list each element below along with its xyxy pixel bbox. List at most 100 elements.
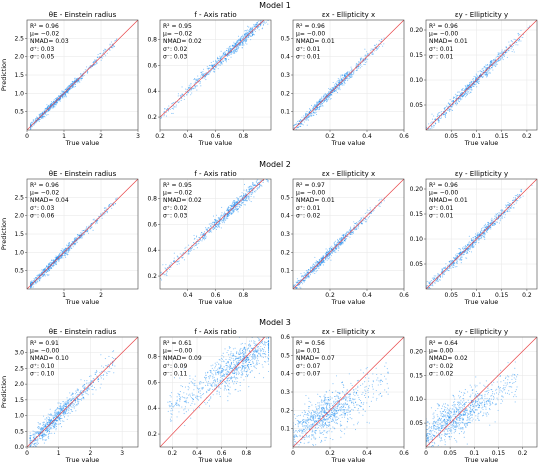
- data-point: [243, 44, 245, 46]
- data-point: [487, 72, 489, 74]
- data-point: [292, 133, 293, 134]
- data-point: [443, 113, 445, 115]
- data-point: [375, 48, 377, 50]
- data-point: [505, 46, 507, 48]
- data-point: [475, 83, 477, 85]
- data-point: [236, 199, 239, 201]
- data-point: [221, 57, 223, 59]
- data-point: [221, 63, 223, 65]
- x-tick-label: 0.4: [183, 292, 193, 299]
- data-point: [202, 75, 204, 77]
- data-point: [464, 85, 466, 87]
- data-point: [326, 257, 328, 260]
- data-point: [42, 116, 44, 118]
- data-point: [500, 59, 502, 61]
- data-point: [266, 177, 267, 178]
- data-point: [335, 82, 337, 84]
- data-point: [467, 89, 469, 91]
- data-point: [83, 74, 85, 77]
- data-point: [52, 101, 54, 103]
- data-point: [251, 191, 253, 194]
- data-point: [47, 263, 49, 265]
- data-point: [211, 64, 213, 66]
- data-point: [65, 96, 68, 98]
- data-point: [217, 217, 219, 219]
- data-point: [232, 201, 234, 203]
- data-point: [256, 27, 258, 30]
- data-point: [243, 199, 245, 201]
- data-point: [31, 286, 33, 288]
- data-point: [248, 26, 250, 28]
- data-point: [235, 208, 237, 210]
- data-point: [435, 118, 437, 120]
- data-point: [315, 271, 317, 273]
- y-tick-label: 0.10: [410, 77, 424, 84]
- data-point: [343, 84, 345, 86]
- data-point: [221, 214, 223, 217]
- data-point: [98, 218, 100, 220]
- data-point: [520, 29, 522, 32]
- y-axis-label: Prediction: [0, 59, 8, 91]
- data-point: [179, 253, 181, 255]
- data-point: [200, 233, 202, 235]
- identity-line: [160, 179, 265, 277]
- data-point: [489, 62, 491, 64]
- data-point: [431, 125, 433, 127]
- data-point: [69, 247, 71, 249]
- stat-line: R² = 0.95: [163, 182, 192, 189]
- data-point: [240, 42, 242, 44]
- data-point: [249, 186, 251, 188]
- stat-line: NMAD= 0.01: [429, 38, 468, 45]
- data-point: [296, 124, 298, 126]
- data-point: [80, 73, 82, 75]
- data-point: [238, 45, 240, 47]
- data-point: [219, 221, 221, 223]
- data-point: [69, 89, 71, 91]
- data-point: [469, 86, 472, 88]
- x-axis-label: True value: [464, 139, 499, 147]
- data-point: [268, 171, 269, 172]
- stat-line: μ= −0.02: [163, 190, 192, 197]
- data-point: [79, 238, 81, 240]
- data-point: [206, 68, 208, 70]
- data-point: [266, 176, 267, 177]
- data-point: [508, 41, 510, 43]
- data-point: [338, 82, 340, 84]
- data-point: [36, 282, 38, 284]
- data-point: [190, 84, 192, 86]
- data-point: [459, 94, 461, 96]
- data-point: [329, 93, 331, 95]
- data-point: [40, 113, 42, 115]
- data-point: [344, 81, 346, 83]
- data-point: [37, 117, 39, 119]
- data-point: [306, 277, 308, 279]
- data-point: [249, 30, 251, 33]
- data-point: [209, 70, 212, 72]
- y-tick-label: 0.5: [280, 35, 290, 42]
- data-point: [342, 243, 344, 245]
- stat-line: μ= −0.02: [163, 31, 192, 38]
- data-point: [198, 243, 200, 245]
- data-point: [344, 75, 346, 77]
- data-point: [160, 116, 162, 118]
- data-point: [104, 50, 106, 53]
- data-point: [74, 242, 76, 244]
- points: [30, 197, 118, 289]
- x-tick-label: 0.6: [211, 292, 221, 299]
- data-point: [380, 43, 382, 45]
- data-point: [492, 69, 494, 71]
- data-point: [181, 86, 183, 88]
- data-point: [229, 49, 231, 51]
- x-axis-label: True value: [331, 139, 366, 147]
- data-point: [292, 293, 293, 294]
- data-point: [193, 234, 195, 236]
- data-point: [383, 37, 385, 39]
- data-point: [92, 229, 94, 231]
- data-point: [338, 240, 341, 243]
- data-point: [208, 223, 210, 225]
- x-tick-label: 0.6: [399, 133, 409, 140]
- data-point: [215, 225, 217, 228]
- data-point: [365, 221, 367, 223]
- data-point: [465, 91, 467, 93]
- data-point: [101, 215, 104, 217]
